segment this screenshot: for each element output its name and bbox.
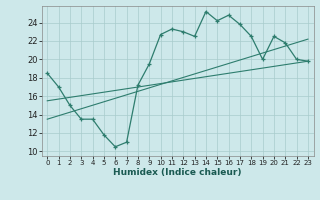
X-axis label: Humidex (Indice chaleur): Humidex (Indice chaleur) [113,168,242,177]
